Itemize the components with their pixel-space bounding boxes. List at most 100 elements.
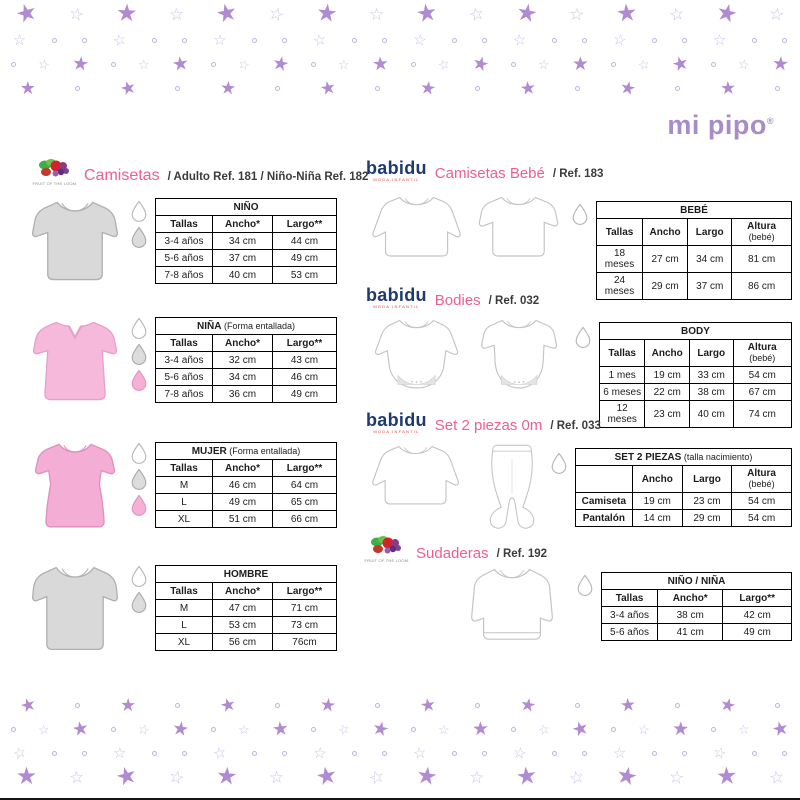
dot-decoration <box>382 37 388 43</box>
babidu-logo-tagline: moda infantil <box>373 304 420 309</box>
outline-star-icon: ☆ <box>636 55 651 73</box>
dot-decoration <box>351 37 357 43</box>
size-table: MUJER (Forma entallada) Tallas Ancho* Largo… <box>155 442 337 528</box>
wash-drops-nina <box>128 317 150 392</box>
outline-star-icon: ☆ <box>311 30 328 50</box>
filled-star-icon: ★ <box>418 76 438 100</box>
filled-star-icon: ★ <box>19 78 36 98</box>
camisetas-bebe-ref: / Ref. 183 <box>552 168 604 180</box>
table-title: NIÑO <box>155 198 337 216</box>
white-wash-drop-icon <box>131 442 147 464</box>
table-row: M 47 cm 71 cm <box>155 599 337 617</box>
fruit-of-the-loom-logo: FRUIT OF THE LOOM. <box>364 535 410 563</box>
filled-star-icon: ★ <box>714 762 738 791</box>
gray-wash-drop-icon <box>131 226 147 248</box>
outline-star-icon: ☆ <box>411 30 428 50</box>
column-header: Largo <box>681 465 733 493</box>
set-2-piezas-ref: / Ref. 033 <box>550 420 601 432</box>
white-wash-drop-icon <box>131 317 147 339</box>
dot-decoration <box>482 750 488 756</box>
nino-size-table: NIÑO Tallas Ancho* Largo** 3-4 años 34 cm 44 c… <box>155 198 337 284</box>
outline-star-icon: ☆ <box>168 4 185 24</box>
size-table: SET 2 PIEZAS (talla nacimiento) Ancho Larg… <box>575 448 792 527</box>
table-title: HOMBRE <box>155 565 337 583</box>
dot-decoration <box>675 85 681 91</box>
dot-decoration <box>51 750 57 756</box>
outline-star-icon: ☆ <box>212 31 227 49</box>
babidu-logo-tagline: moda infantil <box>373 429 420 434</box>
size-table: NIÑA (Forma entallada) Tallas Ancho* Largo*… <box>155 317 337 403</box>
table-row: M 46 cm 64 cm <box>155 476 337 494</box>
fruit-of-the-loom-logo-text: FRUIT OF THE LOOM. <box>364 558 410 563</box>
table-cell: 49 cm <box>272 385 337 403</box>
sudaderas-title: Sudaderas <box>416 545 489 562</box>
mujer-size-group: MUJER (Forma entallada) Tallas Ancho* Largo… <box>28 436 350 539</box>
dot-decoration <box>311 61 316 67</box>
filled-star-icon: ★ <box>371 52 390 76</box>
dot-decoration <box>75 85 81 91</box>
filled-star-icon: ★ <box>214 762 239 791</box>
filled-star-icon: ★ <box>618 694 637 716</box>
outline-star-icon: ☆ <box>137 56 151 72</box>
outline-star-icon: ☆ <box>10 742 29 764</box>
column-header: Tallas <box>155 334 213 352</box>
filled-star-icon: ★ <box>513 0 540 29</box>
outline-star-icon: ☆ <box>712 31 727 49</box>
dot-decoration <box>351 750 357 756</box>
filled-star-icon: ★ <box>569 716 592 742</box>
column-header: Largo** <box>722 589 792 607</box>
outline-star-icon: ☆ <box>567 766 586 788</box>
filled-star-icon: ★ <box>614 0 639 28</box>
mi-pipo-logo: mi pipo® <box>667 110 774 141</box>
table-title-row: NIÑO <box>155 198 337 216</box>
star-pattern-row: ☆ ★ ☆ ★ ☆ ★ ☆ ★ ☆ ★ ☆ ★ ☆ ★ ☆ ★ <box>0 716 800 742</box>
dot-decoration <box>151 750 157 756</box>
table-cell: 5-6 años <box>600 623 659 641</box>
pink-wash-drop-icon <box>131 369 147 391</box>
fruit-of-the-loom-logo: FRUIT OF THE LOOM. <box>33 158 77 186</box>
dot-decoration <box>311 726 316 732</box>
column-header: Tallas <box>595 218 644 246</box>
outline-star-icon: ☆ <box>368 4 385 24</box>
outline-star-icon: ☆ <box>511 30 528 50</box>
nina-size-group: NIÑA (Forma entallada) Tallas Ancho* Largo*… <box>28 311 350 411</box>
outline-star-icon: ☆ <box>737 720 751 738</box>
star-pattern-row: ☆ ☆ ☆ ☆ ☆ ☆ ☆ ☆ <box>0 28 800 52</box>
table-cell: 29 cm <box>681 509 733 527</box>
dot-decoration <box>475 702 481 708</box>
table-cell: 64 cm <box>272 476 337 494</box>
table-cell: 73 cm <box>272 616 337 634</box>
dot-decoration <box>675 702 681 708</box>
column-header: Largo <box>689 339 734 367</box>
mujer-size-table: MUJER (Forma entallada) Tallas Ancho* Largo… <box>155 442 337 528</box>
column-header: Tallas <box>600 589 659 607</box>
outline-star-icon: ☆ <box>311 743 328 763</box>
table-title: NIÑO / NIÑA <box>601 572 792 590</box>
dot-decoration <box>75 702 81 708</box>
table-header-row: Tallas Ancho* Largo** <box>155 459 337 477</box>
bodies-title: Bodies <box>434 292 481 309</box>
body-shortsleeve-illustration <box>481 319 558 389</box>
dot-decoration <box>775 702 781 708</box>
size-table: NIÑO / NIÑA Tallas Ancho* Largo** 3-4 años 38… <box>600 572 792 641</box>
dot-decoration <box>610 726 616 732</box>
filled-star-icon: ★ <box>669 51 692 77</box>
table-cell: 53 cm <box>272 266 337 284</box>
bodies-header: babidu moda infantil Bodies / Ref. 032 <box>366 286 539 310</box>
table-title: BEBÉ <box>596 201 792 219</box>
filled-star-icon: ★ <box>671 718 690 740</box>
wash-drops-hombre <box>128 565 150 614</box>
table-cell: 40 cm <box>212 266 273 284</box>
dot-decoration <box>11 61 17 67</box>
size-table: BODY Tallas Ancho Largo Altura (bebé) 1 mes 19… <box>598 322 793 428</box>
registered-trademark: ® <box>766 116 774 126</box>
kids-tshirt-gray-illustration <box>31 201 119 281</box>
table-row: 5-6 años 37 cm 49 cm <box>155 249 337 267</box>
dot-decoration <box>175 85 181 91</box>
babidu-logo-text: babidu <box>366 285 427 305</box>
star-pattern-row: ☆ ☆ ☆ ☆ ☆ ☆ ☆ ☆ <box>0 741 800 765</box>
white-wash-drop-icon <box>551 452 567 474</box>
dot-decoration <box>375 85 381 91</box>
dot-decoration <box>410 726 416 732</box>
